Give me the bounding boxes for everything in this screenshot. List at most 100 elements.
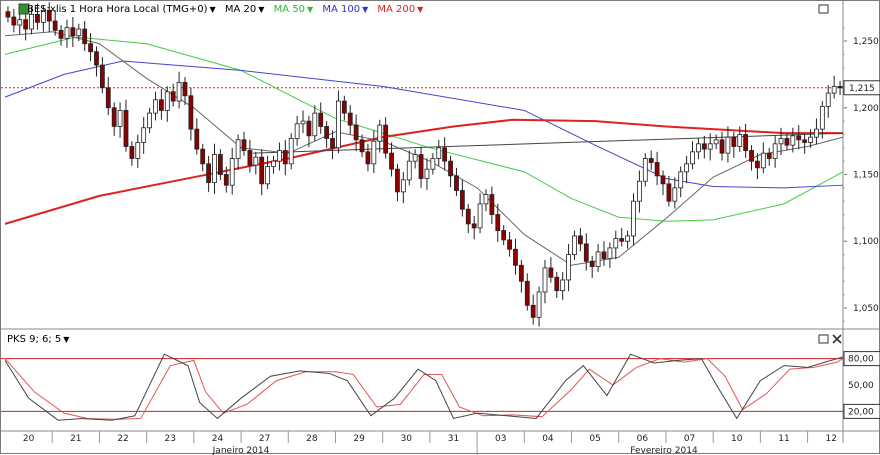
pks-tick-label: 50,00 — [848, 381, 874, 391]
trendline — [252, 132, 844, 154]
x-tick-label: 27 — [259, 434, 270, 444]
candle-body — [430, 158, 436, 170]
candle-body — [631, 200, 636, 237]
candle-body — [577, 235, 583, 245]
indicator-header[interactable]: PKS 9; 6; 5 ▼ — [7, 334, 69, 345]
candle-body — [70, 27, 76, 37]
x-tick-label: 10 — [731, 434, 743, 444]
candle-body — [737, 134, 743, 147]
pks-tick-label: 80,00 — [848, 355, 874, 365]
x-tick-label: 06 — [637, 434, 649, 444]
symbol-icon — [18, 3, 30, 15]
candle-body — [105, 87, 111, 109]
candle-body — [111, 107, 117, 127]
candle-body — [365, 151, 371, 165]
x-tick-label: 20 — [23, 434, 35, 444]
maximize-icon[interactable] — [818, 4, 829, 14]
ma200-text: MA 200 — [377, 4, 416, 15]
candle-body — [524, 280, 530, 306]
candle-body — [448, 160, 453, 177]
last-price-label: 1,215 — [849, 84, 875, 94]
ma200-label[interactable]: MA 200 ▼ — [377, 4, 423, 15]
candle-body — [282, 150, 288, 165]
candle-body — [400, 179, 406, 193]
candle-body — [454, 175, 459, 191]
candle-body — [625, 235, 630, 242]
candle-body — [719, 139, 725, 154]
candle-body — [176, 82, 182, 102]
ma20-text: MA 20 — [224, 4, 257, 15]
x-tick-label: 07 — [684, 434, 695, 444]
candle-body — [760, 152, 766, 169]
candle-body — [566, 254, 571, 281]
candle-body — [778, 138, 784, 145]
candle-body — [35, 13, 40, 23]
candle-body — [831, 86, 837, 94]
candle-body — [265, 166, 271, 185]
candle-body — [306, 120, 312, 137]
ma20-line — [4, 31, 844, 266]
candle-body — [530, 304, 536, 318]
ma100-label[interactable]: MA 100 ▼ — [322, 4, 368, 15]
candle-body — [501, 230, 507, 241]
candle-body — [690, 151, 695, 165]
candle-body — [170, 91, 176, 102]
candle-body — [436, 147, 442, 159]
candle-body — [837, 86, 843, 89]
candle-body — [601, 251, 607, 259]
candle-body — [58, 29, 64, 39]
candle-body — [82, 28, 88, 45]
dropdown-triangle-icon: ▼ — [258, 5, 265, 14]
x-tick-label: 31 — [448, 434, 459, 444]
dropdown-triangle-icon: ▼ — [306, 5, 314, 14]
candle-body — [336, 100, 341, 149]
x-tick-label: 03 — [495, 434, 506, 444]
candle-body — [672, 187, 678, 202]
candle-body — [648, 158, 654, 163]
candle-body — [11, 16, 17, 26]
candle-body — [40, 9, 46, 23]
candle-body — [654, 162, 660, 177]
candle-body — [29, 13, 34, 30]
candle-body — [465, 208, 471, 225]
close-icon[interactable] — [832, 334, 842, 344]
candle-body — [341, 100, 347, 114]
candle-body — [23, 19, 29, 30]
ma50-label[interactable]: MA 50 ▼ — [274, 4, 314, 15]
candle-body — [288, 138, 294, 165]
dropdown-triangle-icon[interactable]: ▼ — [209, 5, 216, 14]
candle-body — [46, 9, 52, 22]
candle-body — [200, 148, 206, 165]
candle-body — [536, 291, 542, 318]
candle-body — [442, 147, 448, 162]
candle-body — [247, 150, 253, 166]
candle-body — [743, 134, 749, 151]
candle-body — [135, 142, 141, 159]
candle-body — [353, 124, 359, 141]
candle-body — [731, 136, 737, 147]
candle-body — [554, 276, 560, 292]
symbol-label[interactable]: BES:xlis 1 Hora Hora Local (TMG+0) — [27, 4, 208, 15]
x-tick-label: 24 — [212, 434, 224, 444]
candle-body — [418, 154, 424, 179]
x-tick-label: 11 — [778, 434, 789, 444]
x-tick-label: 23 — [165, 434, 176, 444]
candle-body — [808, 136, 813, 143]
maximize-icon[interactable] — [818, 334, 829, 344]
candle-body — [814, 128, 819, 138]
ma100-line — [4, 60, 844, 189]
candle-body — [495, 214, 501, 231]
pks-level-box — [843, 351, 880, 367]
candle-body — [271, 160, 276, 167]
candle-body — [94, 51, 99, 66]
candle-body — [819, 106, 825, 130]
candle-body — [749, 150, 754, 162]
candle-body — [477, 203, 483, 229]
candle-body — [542, 267, 548, 293]
month-label: Fevereiro 2014 — [630, 446, 698, 455]
candle-body — [312, 112, 318, 137]
candle-body — [613, 238, 619, 249]
ma20-label[interactable]: MA 20 ▼ — [225, 4, 265, 15]
candle-body — [755, 160, 760, 169]
